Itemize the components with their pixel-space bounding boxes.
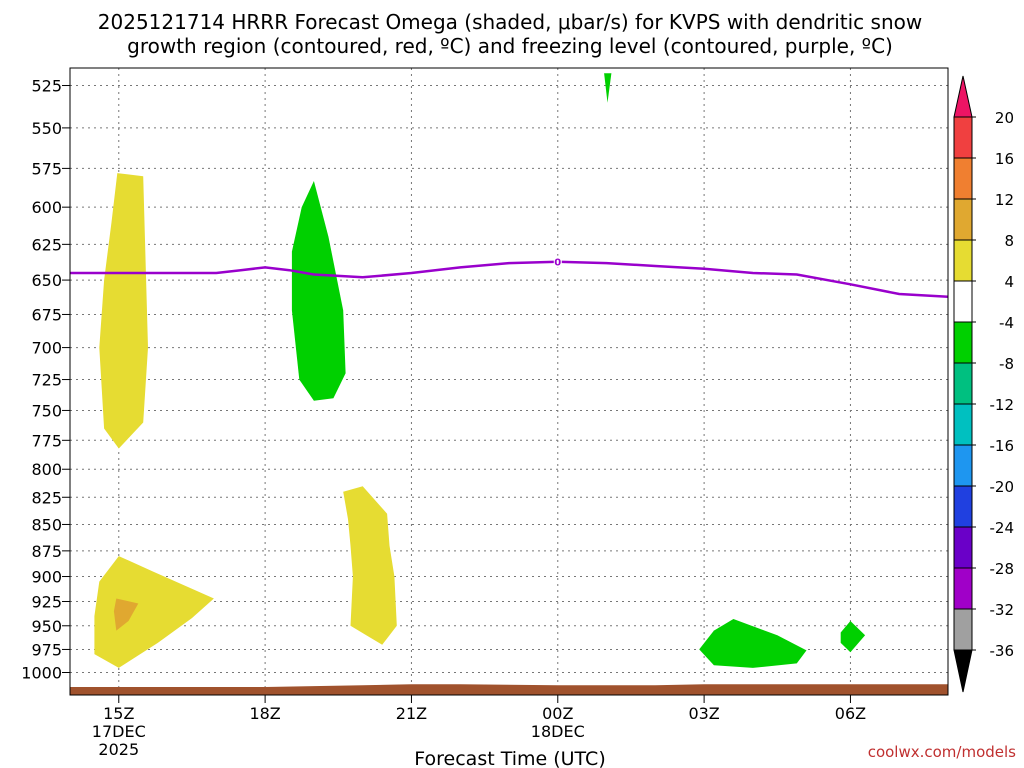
y-tick-label: 975	[31, 640, 62, 659]
colorbar-label: -12	[990, 396, 1015, 414]
omega-region	[604, 73, 612, 103]
x-tick-year-label: 2025	[98, 740, 139, 759]
colorbar-bin	[953, 239, 973, 282]
y-tick-label: 825	[31, 488, 62, 507]
x-tick-date-label: 17DEC	[92, 722, 146, 741]
x-tick-label: 15Z	[103, 704, 134, 723]
colorbar-label: 16	[995, 150, 1014, 168]
colorbar-bin	[953, 567, 973, 610]
y-tick-label: 725	[31, 371, 62, 390]
y-tick-label: 950	[31, 617, 62, 636]
colorbar-bin	[953, 526, 973, 569]
y-tick-label: 900	[31, 568, 62, 587]
freezing-level-label: 0	[554, 258, 561, 269]
colorbar-label: 8	[1004, 232, 1014, 250]
y-tick-label: 750	[31, 401, 62, 420]
x-tick-label: 00Z	[542, 704, 573, 723]
y-tick-label: 550	[31, 119, 62, 138]
credit-text: coolwx.com/models	[868, 743, 1016, 761]
freezing-level-line	[70, 260, 948, 298]
freezing-level-label-bg	[553, 255, 562, 268]
terrain-area	[70, 684, 948, 695]
terrain-fill	[70, 684, 948, 695]
colorbar-bin	[953, 321, 973, 364]
colorbar-bin	[953, 280, 973, 323]
colorbar-label: -16	[990, 437, 1015, 455]
y-tick-label: 850	[31, 515, 62, 534]
colorbar-label: 12	[995, 191, 1014, 209]
colorbar-label: -36	[990, 642, 1015, 660]
y-tick-label: 575	[31, 159, 62, 178]
y-tick-label: 800	[31, 460, 62, 479]
colorbar-bin	[953, 362, 973, 405]
colorbar-label: -32	[990, 601, 1015, 619]
omega-region	[840, 621, 866, 653]
omega-region	[699, 619, 807, 668]
x-tick-label: 03Z	[688, 704, 719, 723]
y-tick-label: 525	[31, 77, 62, 96]
colorbar-top-arrow	[953, 75, 973, 118]
x-tick-date-label: 18DEC	[531, 722, 585, 741]
x-tick-label: 06Z	[835, 704, 866, 723]
colorbar: 20 16 12 8 4 -4 -8 -12 -16 -20 -24 -28 -32 -36	[953, 75, 1015, 693]
colorbar-bin	[953, 485, 973, 528]
chart-title-line1: 2025121714 HRRR Forecast Omega (shaded, …	[98, 10, 922, 34]
plot-frame	[69, 67, 949, 696]
y-tick-label: 650	[31, 271, 62, 290]
colorbar-label: 4	[1004, 273, 1014, 291]
colorbar-label: -8	[999, 355, 1014, 373]
colorbar-bin	[953, 116, 973, 159]
y-tick-label: 925	[31, 592, 62, 611]
colorbar-label: -4	[999, 314, 1014, 332]
omega-region	[99, 173, 148, 449]
x-tick-label: 21Z	[396, 704, 427, 723]
y-tick-label: 875	[31, 542, 62, 561]
y-axis-ticks: 525 550 575 600 625 650 675 700 725 750 775 800 825 8…	[21, 77, 70, 683]
omega-region	[94, 556, 214, 668]
colorbar-label: -28	[990, 560, 1015, 578]
colorbar-label: 20	[995, 109, 1014, 127]
colorbar-bin	[953, 444, 973, 487]
chart-title-line2: growth region (contoured, red, ºC) and f…	[127, 34, 893, 58]
omega-region	[291, 181, 346, 401]
y-tick-label: 1000	[21, 664, 62, 683]
y-tick-label: 675	[31, 305, 62, 324]
y-tick-label: 700	[31, 339, 62, 358]
y-tick-label: 625	[31, 235, 62, 254]
omega-shaded-regions	[94, 73, 866, 668]
colorbar-bin	[953, 157, 973, 200]
grid-lines	[70, 68, 948, 695]
y-tick-label: 775	[31, 431, 62, 450]
y-tick-label: 600	[31, 198, 62, 217]
colorbar-bin	[953, 608, 973, 651]
colorbar-bin	[953, 198, 973, 241]
colorbar-bin	[953, 403, 973, 446]
omega-region	[113, 598, 139, 631]
colorbar-label: -24	[990, 519, 1015, 537]
colorbar-label: -20	[990, 478, 1015, 496]
x-axis-label: Forecast Time (UTC)	[414, 748, 605, 768]
freezing-level-contour: 0	[70, 255, 948, 298]
x-tick-label: 18Z	[249, 704, 280, 723]
colorbar-bottom-arrow	[953, 649, 973, 693]
omega-region	[343, 486, 397, 645]
